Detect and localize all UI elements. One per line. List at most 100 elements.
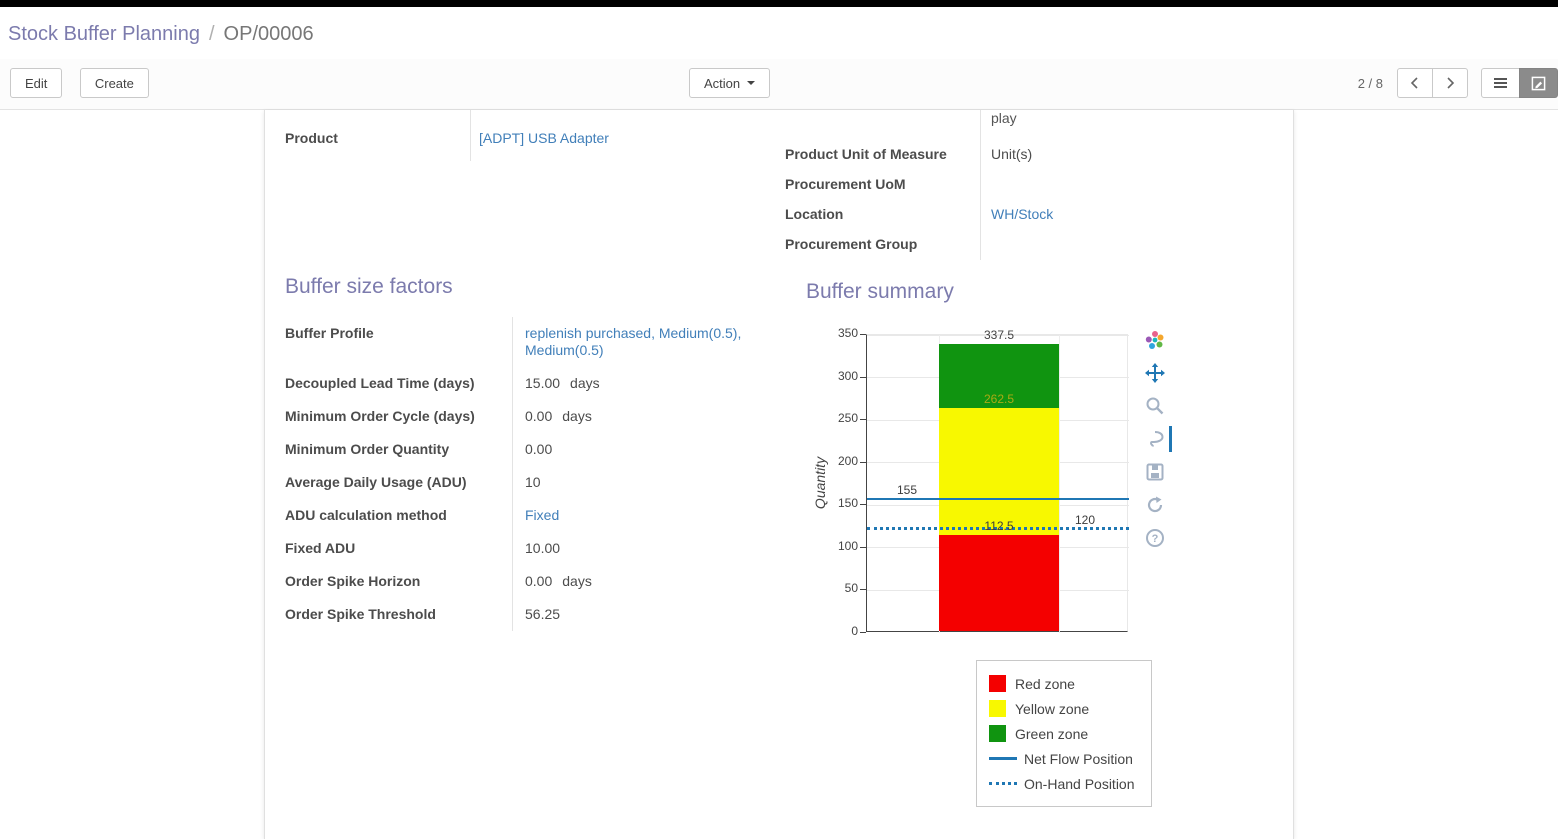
product-value-link[interactable]: [ADPT] USB Adapter	[479, 130, 609, 146]
fixed-adu-value: 10.00	[513, 532, 790, 565]
bar-plot[interactable]: 337.5 262.5 155 112.5 120	[866, 328, 1129, 633]
buffer-size-factors-section: Buffer size factors Buffer Profile reple…	[285, 275, 790, 631]
pager-previous-button[interactable]	[1397, 68, 1433, 98]
field-row-product-uom: Product Unit of Measure Unit(s)	[785, 140, 1265, 170]
spike-horizon-label: Order Spike Horizon	[285, 565, 513, 598]
product-value: [ADPT] USB Adapter	[471, 110, 785, 161]
legend-item-red-zone[interactable]: Red zone	[989, 671, 1151, 696]
y-tick-mark	[860, 546, 866, 548]
clipped-label	[785, 110, 981, 140]
list-view-button[interactable]	[1481, 68, 1520, 98]
product-uom-value: Unit(s)	[981, 140, 1265, 170]
location-value-link[interactable]: WH/Stock	[991, 206, 1054, 222]
adu-method-value: Fixed	[513, 499, 790, 532]
action-dropdown-button[interactable]: Action	[689, 68, 771, 98]
legend-item-green-zone[interactable]: Green zone	[989, 721, 1151, 746]
breadcrumb-current: OP/00006	[223, 23, 314, 45]
min-order-cycle-number: 0.00	[525, 408, 553, 424]
control-panel-right: 2 / 8	[1358, 68, 1558, 98]
buffer-profile-label: Buffer Profile	[285, 317, 513, 367]
plotly-logo-icon[interactable]	[1145, 330, 1165, 350]
autoscale-refresh-icon[interactable]	[1145, 495, 1165, 515]
y-tick-mark	[860, 376, 866, 378]
procurement-uom-value	[981, 170, 1265, 200]
pager-counter: 2 / 8	[1357, 75, 1383, 91]
action-label: Action	[704, 75, 741, 91]
field-row-adu-method: ADU calculation method Fixed	[285, 499, 790, 532]
legend-item-on-hand[interactable]: On-Hand Position	[989, 771, 1151, 796]
product-uom-label: Product Unit of Measure	[785, 140, 981, 170]
adu-method-label: ADU calculation method	[285, 499, 513, 532]
min-order-qty-label: Minimum Order Quantity	[285, 433, 513, 466]
field-row-min-order-qty: Minimum Order Quantity 0.00	[285, 433, 790, 466]
y-tick-mark	[860, 419, 866, 421]
green-zone-swatch	[989, 725, 1006, 742]
procurement-uom-label: Procurement UoM	[785, 170, 981, 200]
chart-annotation: 262.5	[983, 391, 1015, 406]
control-panel: Edit Create Action 2 / 8	[0, 59, 1558, 110]
adu-method-link[interactable]: Fixed	[525, 507, 560, 523]
pager-next-button[interactable]	[1432, 68, 1468, 98]
legend-label-net-flow: Net Flow Position	[1024, 750, 1133, 767]
help-icon[interactable]: ?	[1145, 528, 1165, 548]
zone-yellow-zone	[939, 407, 1059, 536]
spike-horizon-value: 0.00 days	[513, 565, 790, 598]
svg-text:?: ?	[1152, 533, 1159, 545]
product-uom-text: Unit(s)	[991, 146, 1033, 162]
form-view-button[interactable]	[1519, 68, 1558, 98]
chart-legend: Red zone Yellow zone Green zone Net	[976, 660, 1152, 807]
gridline	[867, 334, 1129, 336]
main-field-groups: Product [ADPT] USB Adapter play	[285, 110, 1265, 260]
product-label: Product	[285, 110, 471, 161]
dlt-label: Decoupled Lead Time (days)	[285, 367, 513, 400]
zoom-icon[interactable]	[1145, 396, 1165, 416]
field-row-procurement-uom: Procurement UoM	[785, 170, 1265, 200]
spike-threshold-value: 56.25	[513, 598, 790, 631]
legend-label-on-hand: On-Hand Position	[1024, 775, 1135, 792]
pager	[1397, 68, 1468, 98]
chart-annotation: 112.5	[984, 519, 1014, 534]
y-tick-label: 50	[844, 581, 858, 596]
chart-annotation: 120	[1075, 512, 1096, 527]
net-flow-position-line	[867, 498, 1129, 501]
breadcrumb-parent-link[interactable]: Stock Buffer Planning	[8, 23, 200, 45]
net-flow-line-swatch	[989, 757, 1017, 760]
chevron-right-icon	[1447, 77, 1455, 89]
spike-threshold-label: Order Spike Threshold	[285, 598, 513, 631]
caret-down-icon	[747, 81, 756, 85]
field-row-product: Product [ADPT] USB Adapter	[285, 110, 785, 161]
adu-number: 10	[525, 474, 541, 490]
legend-item-yellow-zone[interactable]: Yellow zone	[989, 696, 1151, 721]
pan-icon[interactable]	[1145, 363, 1165, 383]
y-tick-label: 200	[837, 453, 858, 468]
dlt-number: 15.00	[525, 375, 561, 391]
field-row-dlt: Decoupled Lead Time (days) 15.00 days	[285, 367, 790, 400]
y-tick-label: 0	[851, 624, 858, 638]
location-label: Location	[785, 200, 981, 230]
create-button[interactable]: Create	[79, 68, 149, 98]
chart-modebar: ?	[1142, 330, 1172, 548]
buffer-summary-section: Buffer summary Quantity 337.5 262.5 155 112…	[806, 280, 1286, 834]
form-sheet: Product [ADPT] USB Adapter play	[264, 110, 1294, 839]
view-switcher	[1481, 68, 1558, 98]
yellow-zone-swatch	[989, 700, 1006, 717]
y-tick-label: 250	[837, 411, 858, 426]
field-row-buffer-profile: Buffer Profile replenish purchased, Medi…	[285, 317, 790, 367]
list-icon	[1494, 78, 1507, 88]
field-row-adu: Average Daily Usage (ADU) 10	[285, 466, 790, 499]
legend-item-net-flow[interactable]: Net Flow Position	[989, 746, 1151, 771]
dlt-unit: days	[570, 375, 600, 391]
lasso-select-icon[interactable]	[1145, 426, 1172, 452]
procurement-group-label: Procurement Group	[785, 230, 981, 260]
field-row-location: Location WH/Stock	[785, 200, 1265, 230]
field-row-procurement-group: Procurement Group	[785, 230, 1265, 260]
section-title-factors: Buffer size factors	[285, 275, 453, 298]
min-order-qty-value: 0.00	[513, 433, 790, 466]
y-tick-mark	[860, 461, 866, 463]
partially-visible-text: play	[991, 110, 1017, 126]
save-icon[interactable]	[1145, 462, 1165, 482]
edit-button[interactable]: Edit	[10, 68, 63, 98]
legend-label-green: Green zone	[1015, 725, 1089, 742]
adu-label: Average Daily Usage (ADU)	[285, 466, 513, 499]
buffer-profile-link[interactable]: replenish purchased, Medium(0.5), Medium…	[525, 325, 742, 358]
